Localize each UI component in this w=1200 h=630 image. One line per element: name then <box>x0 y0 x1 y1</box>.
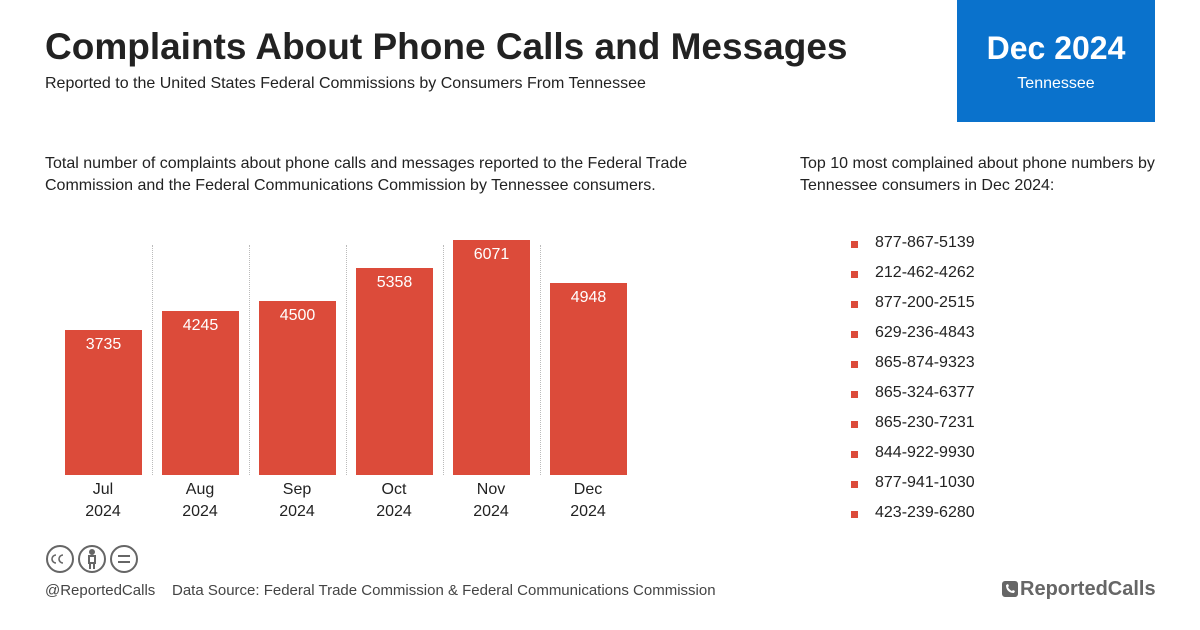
bullet <box>851 361 858 368</box>
title: Complaints About Phone Calls and Message… <box>45 26 848 67</box>
phone-number: 877-941-1030 <box>875 474 975 491</box>
bullet <box>851 481 858 488</box>
badge-state: Tennessee <box>1017 75 1095 92</box>
bar <box>550 283 627 475</box>
brand: ReportedCalls <box>1020 578 1156 600</box>
bullet <box>851 451 858 458</box>
phone-number: 865-324-6377 <box>875 384 975 401</box>
x-tick-label: Sep 2024 <box>279 481 315 520</box>
badge: Dec 2024 Tennessee <box>957 0 1155 122</box>
x-tick-label: Jul 2024 <box>85 481 121 520</box>
bullet <box>851 331 858 338</box>
phone-number: 212-462-4262 <box>875 264 975 281</box>
bullet <box>851 421 858 428</box>
bullet <box>851 511 858 518</box>
value-label: 3735 <box>85 336 122 354</box>
footer-source: Data Source: Federal Trade Commission & … <box>172 582 716 599</box>
value-label: 4245 <box>182 316 219 334</box>
bar <box>65 330 142 475</box>
x-tick-label: Dec 2024 <box>570 481 606 520</box>
bar <box>356 267 433 475</box>
subtitle: Reported to the United States Federal Co… <box>45 75 646 92</box>
phone-number: 629-236-4843 <box>875 324 975 341</box>
bullet <box>851 391 858 398</box>
brand-icon <box>1002 581 1018 597</box>
phone-number: 844-922-9930 <box>875 444 975 461</box>
value-label: 4500 <box>279 306 316 324</box>
phone-number: 423-239-6280 <box>875 504 975 521</box>
chart-description: Total number of complaints about phone c… <box>45 155 688 194</box>
bullet <box>851 241 858 248</box>
footer-handle: @ReportedCalls <box>45 582 156 599</box>
bullet <box>851 301 858 308</box>
separator <box>346 245 347 475</box>
bullet <box>851 271 858 278</box>
phone-number: 877-867-5139 <box>875 234 975 251</box>
license-icons <box>46 545 138 573</box>
value-label: 6071 <box>473 246 510 263</box>
value-label: 4948 <box>570 289 607 307</box>
separator <box>152 245 153 475</box>
separator <box>249 245 250 475</box>
badge-period: Dec 2024 <box>986 30 1126 66</box>
separator <box>443 245 444 475</box>
x-tick-label: Oct 2024 <box>376 481 412 520</box>
bar <box>162 310 239 475</box>
separator <box>540 245 541 475</box>
value-label: 5358 <box>376 273 413 291</box>
phone-number: 865-874-9323 <box>875 354 975 371</box>
bar <box>259 300 336 475</box>
bar <box>453 240 530 475</box>
x-tick-label: Nov 2024 <box>473 481 509 520</box>
list-heading: Top 10 most complained about phone numbe… <box>800 155 1155 194</box>
phone-number: 877-200-2515 <box>875 294 975 311</box>
phone-number: 865-230-7231 <box>875 414 975 431</box>
x-tick-label: Aug 2024 <box>182 481 218 520</box>
